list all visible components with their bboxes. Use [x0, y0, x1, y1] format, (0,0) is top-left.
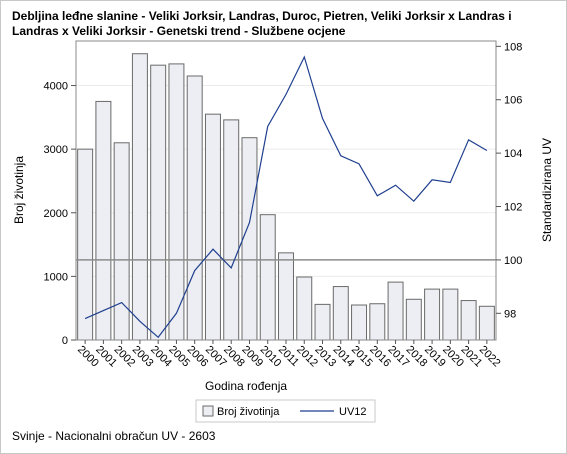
- bar-2016: [369, 303, 386, 341]
- bar-2020: [442, 288, 459, 341]
- y2-tick-label: 100: [504, 255, 522, 267]
- bar-2015: [351, 304, 368, 341]
- chart-title: Debljina leđne slanine - Veliki Jorksir,…: [12, 9, 512, 38]
- bar-2014: [332, 286, 349, 341]
- y2-tick-label: 104: [504, 148, 522, 160]
- bar-2019: [424, 288, 441, 341]
- uv12-line: [84, 55, 488, 339]
- y-axis-label: Broj životinja: [12, 156, 26, 224]
- bar-2007: [204, 113, 221, 341]
- bar-2006: [186, 75, 203, 341]
- bar-2017: [387, 281, 404, 341]
- legend-bar-label: Broj životinja: [217, 406, 280, 418]
- line-series: [84, 55, 488, 339]
- y2-tick-label: 108: [504, 41, 522, 53]
- legend-bar-swatch: [202, 405, 214, 417]
- bar-2011: [278, 252, 294, 341]
- bar-2005: [168, 63, 185, 341]
- legend-line-label: UV12: [339, 406, 367, 418]
- bar-2000: [77, 148, 94, 341]
- right-axis-ticks: 98 100 102 104 106 108: [496, 41, 522, 320]
- x-axis-ticks: 2000200120022003200420052006200720082009…: [75, 340, 503, 369]
- bar-2003: [131, 53, 148, 341]
- bar-2001: [95, 100, 112, 341]
- bar-2002: [113, 142, 130, 341]
- y2-tick-label: 106: [504, 95, 522, 107]
- bar-2021: [460, 300, 477, 341]
- bar-2008: [223, 119, 240, 341]
- bar-2009: [241, 137, 258, 341]
- bar-2012: [296, 276, 313, 341]
- bar-2022: [478, 305, 495, 341]
- y2-tick-label: 98: [504, 308, 516, 320]
- y-tick-label: 2000: [44, 208, 68, 220]
- legend-box: [195, 399, 376, 423]
- bar-2013: [314, 303, 331, 341]
- footer-note: Svinje - Nacionalni obračun UV - 2603: [12, 429, 216, 443]
- bar-series: [77, 53, 495, 341]
- y-tick-label: 4000: [44, 81, 68, 93]
- bar-2004: [150, 64, 167, 341]
- y2-axis-label: Standardizirana UV: [540, 138, 554, 242]
- bar-2018: [405, 298, 422, 341]
- left-axis-ticks: 0 1000 2000 3000 4000: [44, 81, 76, 347]
- y-tick-label: 0: [62, 335, 68, 347]
- bar-2010: [259, 214, 276, 341]
- y2-tick-label: 102: [504, 202, 522, 214]
- x-axis-label: Godina rođenja: [205, 379, 287, 393]
- y-tick-label: 3000: [44, 144, 68, 156]
- y-tick-label: 1000: [44, 271, 68, 283]
